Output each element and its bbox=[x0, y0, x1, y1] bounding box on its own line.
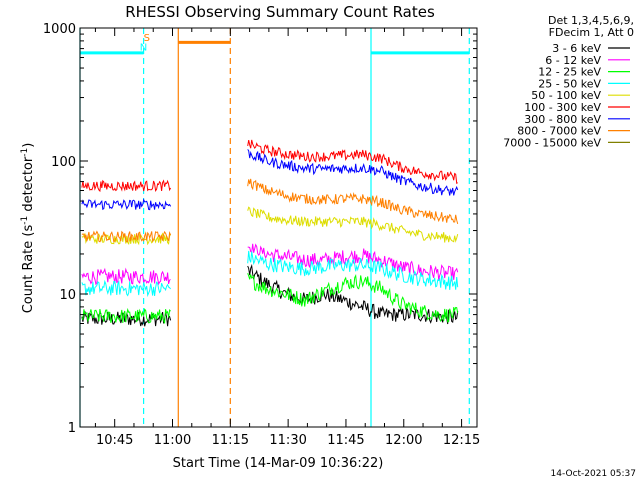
series-line-5-1 bbox=[247, 139, 458, 184]
flag-label-1: N bbox=[140, 42, 147, 53]
legend-title-line-1: FDecim 1, Att 0 bbox=[549, 26, 634, 39]
y-label-part-0: Count Rate (s bbox=[21, 225, 36, 314]
y-label-part-3: -1 bbox=[20, 148, 30, 157]
legend-label-7: 800 - 7000 keV bbox=[517, 125, 601, 138]
x-tick-label-3: 11:30 bbox=[269, 433, 306, 448]
y-axis: 1 10 100 1000 bbox=[43, 22, 477, 436]
series-line-3-0 bbox=[81, 279, 171, 298]
series-line-2-1 bbox=[247, 273, 459, 323]
series-line-0-1 bbox=[247, 263, 459, 325]
y-label-part-1: -1 bbox=[20, 216, 30, 225]
render-timestamp: 14-Oct-2021 05:37 bbox=[551, 469, 636, 479]
series-line-1-1 bbox=[247, 243, 459, 282]
legend-title: Det 1,3,4,5,6,9,FDecim 1, Att 0 bbox=[548, 14, 634, 39]
y-tick-label-2: 100 bbox=[51, 155, 76, 170]
series-line-6-0 bbox=[81, 198, 172, 211]
flag-label-0: S bbox=[144, 33, 150, 44]
legend-label-0: 3 - 6 keV bbox=[552, 42, 601, 55]
x-tick-label-0: 10:45 bbox=[96, 433, 133, 448]
legend-label-2: 12 - 25 keV bbox=[538, 66, 601, 79]
chart-title: RHESSI Observing Summary Count Rates bbox=[125, 3, 435, 21]
series-line-7-0 bbox=[81, 230, 172, 243]
legend-label-6: 300 - 800 keV bbox=[524, 113, 601, 126]
y-tick-label-0: 1 bbox=[68, 421, 76, 436]
x-tick-label-4: 11:45 bbox=[327, 433, 364, 448]
y-tick-label-1: 10 bbox=[59, 288, 76, 303]
series-line-2-0 bbox=[81, 307, 171, 324]
plot-area: SN bbox=[79, 28, 470, 427]
plot-frame bbox=[79, 27, 478, 428]
x-axis: 10:45 11:00 11:15 11:30 11:45 12:00 12:15 bbox=[94, 28, 480, 448]
x-tick-label-6: 12:15 bbox=[443, 433, 480, 448]
legend-label-5: 100 - 300 keV bbox=[524, 101, 601, 114]
legend-title-line-0: Det 1,3,4,5,6,9, bbox=[548, 14, 634, 27]
x-axis-label: Start Time (14-Mar-09 10:36:22) bbox=[173, 456, 384, 471]
y-axis-label: Count Rate (s-1 detector-1) bbox=[20, 143, 36, 314]
series-line-7-1 bbox=[247, 178, 459, 225]
legend-label-8: 7000 - 15000 keV bbox=[503, 136, 601, 149]
x-tick-label-1: 11:00 bbox=[154, 433, 191, 448]
legend-label-4: 50 - 100 keV bbox=[531, 89, 601, 102]
x-tick-label-5: 12:00 bbox=[385, 433, 422, 448]
y-label-part-2: detector bbox=[21, 156, 36, 216]
series-line-3-1 bbox=[247, 250, 459, 290]
series-line-1-0 bbox=[81, 267, 171, 286]
series-line-4-0 bbox=[81, 232, 172, 246]
series-line-4-1 bbox=[247, 206, 459, 243]
series-line-5-0 bbox=[81, 179, 172, 193]
legend-label-1: 6 - 12 keV bbox=[545, 54, 601, 67]
y-label-part-4: ) bbox=[21, 143, 36, 148]
series-line-6-1 bbox=[247, 149, 459, 196]
x-tick-label-2: 11:15 bbox=[212, 433, 249, 448]
y-tick-label-3: 1000 bbox=[43, 22, 76, 37]
legend-label-3: 25 - 50 keV bbox=[538, 77, 601, 90]
